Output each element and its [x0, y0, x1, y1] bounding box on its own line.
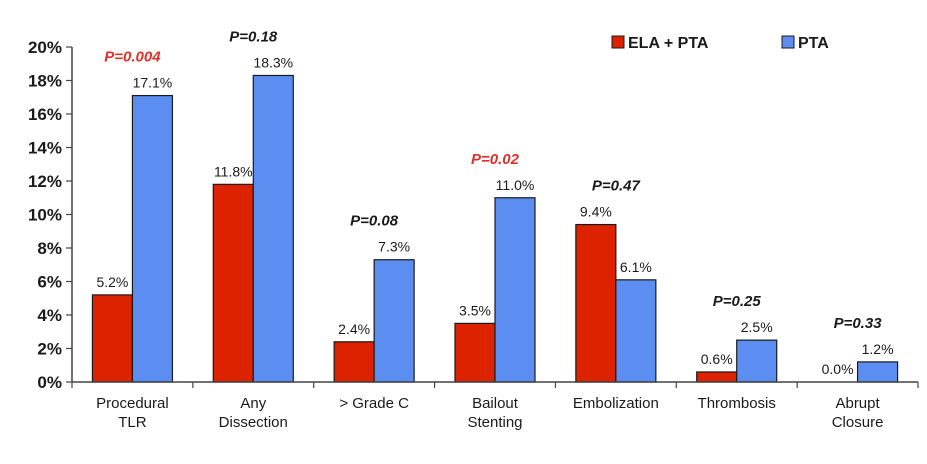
p-value-label: P=0.08	[350, 213, 399, 230]
y-tick-label: 20%	[28, 38, 62, 57]
bar-pta	[494, 197, 536, 383]
p-value-label: P=0.18	[229, 28, 278, 45]
x-category-label: Thrombosis	[698, 395, 776, 412]
bar-ela-pta	[454, 322, 496, 383]
bar-pta	[252, 74, 294, 383]
bar-ela-pta	[212, 183, 254, 383]
y-tick-label: 18%	[28, 72, 62, 91]
legend-label-pta: PTA	[798, 35, 829, 52]
data-label-pta: 18.3%	[253, 54, 293, 70]
y-tick-label: 4%	[37, 306, 62, 325]
p-value-label: P=0.47	[592, 178, 641, 195]
y-tick-label: 6%	[37, 273, 62, 292]
legend-swatch-pta	[781, 35, 795, 49]
data-label-pta: 6.1%	[620, 259, 652, 275]
legend-swatch-ela-pta	[611, 35, 625, 49]
data-label-pta: 7.3%	[378, 239, 410, 255]
y-axis: 0% 2% 4% 6% 8% 10% 12% 14% 16% 18% 20%	[28, 38, 73, 392]
bar-pta	[856, 361, 899, 383]
labels-layer: 5.2% 17.1% P=0.004 11.8% 18.3% P=0.18 2.4% 7.3%…	[96, 28, 893, 377]
data-label-ela-pta: 3.5%	[459, 302, 491, 318]
x-category-label: Abrupt	[835, 395, 880, 412]
x-category-label: Procedural	[96, 395, 169, 412]
bar-ela-pta	[696, 371, 738, 383]
p-value-label: P=0.25	[713, 293, 762, 310]
x-category-label: > Grade C	[339, 395, 409, 412]
x-category-label: Stenting	[467, 414, 522, 431]
legend: ELA + PTA PTA	[611, 35, 829, 52]
data-label-pta: 17.1%	[133, 75, 173, 91]
y-tick-label: 2%	[37, 340, 62, 359]
bar-pta	[736, 339, 778, 383]
y-tick-label: 12%	[28, 172, 62, 191]
bar-pta	[131, 94, 174, 383]
y-tick-label: 14%	[28, 139, 62, 158]
y-tick-label: 10%	[28, 206, 62, 225]
x-category-label: TLR	[118, 414, 147, 431]
y-tick-label: 16%	[28, 105, 62, 124]
data-label-ela-pta: 2.4%	[338, 321, 370, 337]
data-label-pta: 1.2%	[862, 341, 894, 357]
p-value-label: P=0.004	[104, 49, 161, 66]
data-label-ela-pta: 9.4%	[580, 204, 612, 220]
y-tick-label: 0%	[37, 373, 62, 392]
data-label-ela-pta: 5.2%	[96, 274, 128, 290]
x-category-label: Closure	[832, 414, 884, 431]
data-label-ela-pta: 0.0%	[822, 361, 854, 377]
bars-layer	[91, 74, 899, 383]
data-label-ela-pta: 0.6%	[701, 351, 733, 367]
x-category-label: Any	[240, 395, 266, 412]
bar-ela-pta	[333, 341, 375, 383]
p-value-label: P=0.33	[834, 315, 883, 332]
x-category-label: Dissection	[219, 414, 288, 431]
x-axis: Procedural TLR Any Dissection > Grade C Bailo…	[71, 381, 919, 431]
bar-pta	[615, 279, 657, 383]
y-tick-label: 8%	[37, 239, 62, 258]
bar-ela-pta	[91, 294, 134, 383]
bar-ela-pta	[575, 223, 617, 383]
bar-pta	[373, 259, 415, 383]
p-value-label: P=0.02	[471, 151, 520, 168]
data-label-pta: 11.0%	[496, 177, 535, 193]
x-category-label: Embolization	[573, 395, 659, 412]
x-category-label: Bailout	[472, 395, 519, 412]
legend-label-ela-pta: ELA + PTA	[628, 35, 709, 52]
data-label-ela-pta: 11.8%	[214, 163, 253, 179]
data-label-pta: 2.5%	[741, 319, 773, 335]
